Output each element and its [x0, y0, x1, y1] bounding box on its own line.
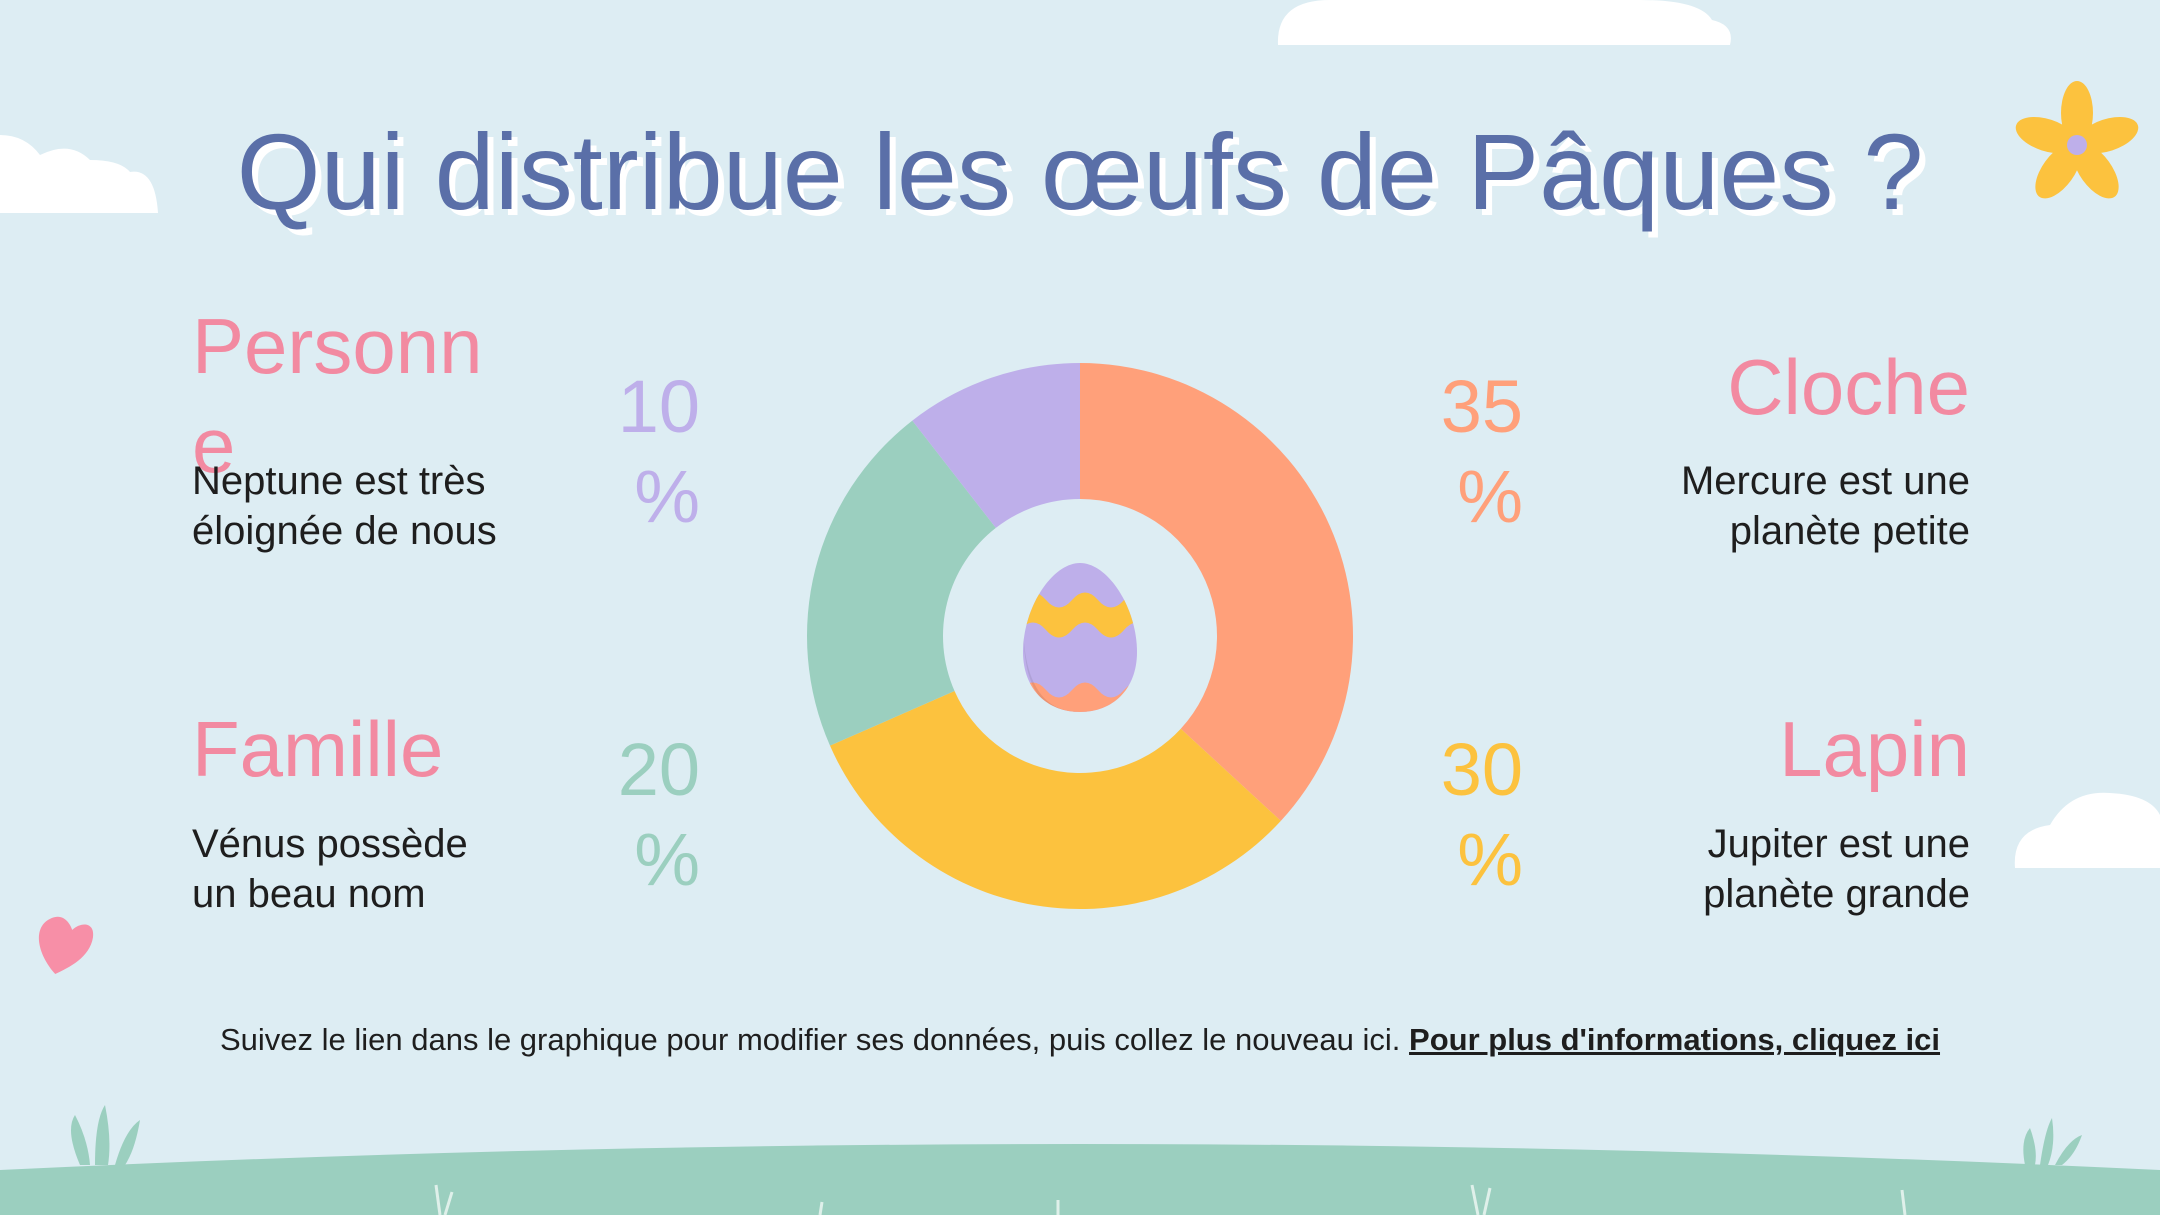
- cloud-left: [0, 135, 158, 213]
- percent-personne-unit: %: [634, 455, 700, 538]
- desc-famille: Vénus possède un beau nom: [192, 819, 612, 919]
- desc-personne-line1: Neptune est très: [192, 459, 486, 503]
- label-personne: Personne: [192, 302, 483, 490]
- desc-cloche-line2: planète petite: [1729, 509, 1970, 553]
- percent-lapin-value: 30: [1440, 728, 1523, 811]
- percent-cloche-unit: %: [1457, 455, 1523, 538]
- label-cloche: Cloche: [1727, 343, 1970, 431]
- percent-lapin: 30 %: [1363, 725, 1523, 905]
- grass-hill: [0, 1144, 2160, 1215]
- desc-lapin-line2: planète grande: [1703, 872, 1970, 916]
- percent-personne: 10 %: [540, 362, 700, 542]
- desc-famille-line2: un beau nom: [192, 872, 426, 916]
- desc-lapin-line1: Jupiter est une: [1707, 822, 1970, 866]
- cloud-right: [2014, 792, 2160, 868]
- desc-famille-line1: Vénus possède: [192, 822, 468, 866]
- desc-lapin: Jupiter est une planète grande: [1550, 819, 1970, 919]
- percent-cloche-value: 35: [1440, 365, 1523, 448]
- desc-personne-line2: éloignée de nous: [192, 509, 497, 553]
- cloud-top: [1277, 0, 1731, 45]
- page-title: Qui distribue les œufs de Pâques ?: [236, 111, 1924, 232]
- desc-cloche-line1: Mercure est une: [1680, 459, 1970, 503]
- percent-cloche: 35 %: [1363, 362, 1523, 542]
- desc-cloche: Mercure est une planète petite: [1550, 456, 1970, 556]
- flower-icon: [2015, 81, 2139, 199]
- percent-famille-value: 20: [617, 728, 700, 811]
- grass-blades: [434, 1184, 1907, 1215]
- label-lapin: Lapin: [1779, 705, 1970, 793]
- percent-famille: 20 %: [540, 725, 700, 905]
- percent-lapin-unit: %: [1457, 818, 1523, 901]
- footer-note: Suivez le lien dans le graphique pour mo…: [200, 1020, 1960, 1060]
- label-famille: Famille: [192, 705, 444, 793]
- heart-icon: [38, 916, 94, 974]
- footer-text: Suivez le lien dans le graphique pour mo…: [219, 1022, 1401, 1057]
- desc-personne: Neptune est très éloignée de nous: [192, 456, 612, 556]
- footer-link[interactable]: Pour plus d'informations, cliquez ici: [1409, 1022, 1941, 1057]
- percent-famille-unit: %: [634, 818, 700, 901]
- grass-tufts: [71, 1105, 2082, 1165]
- percent-personne-value: 10: [617, 365, 700, 448]
